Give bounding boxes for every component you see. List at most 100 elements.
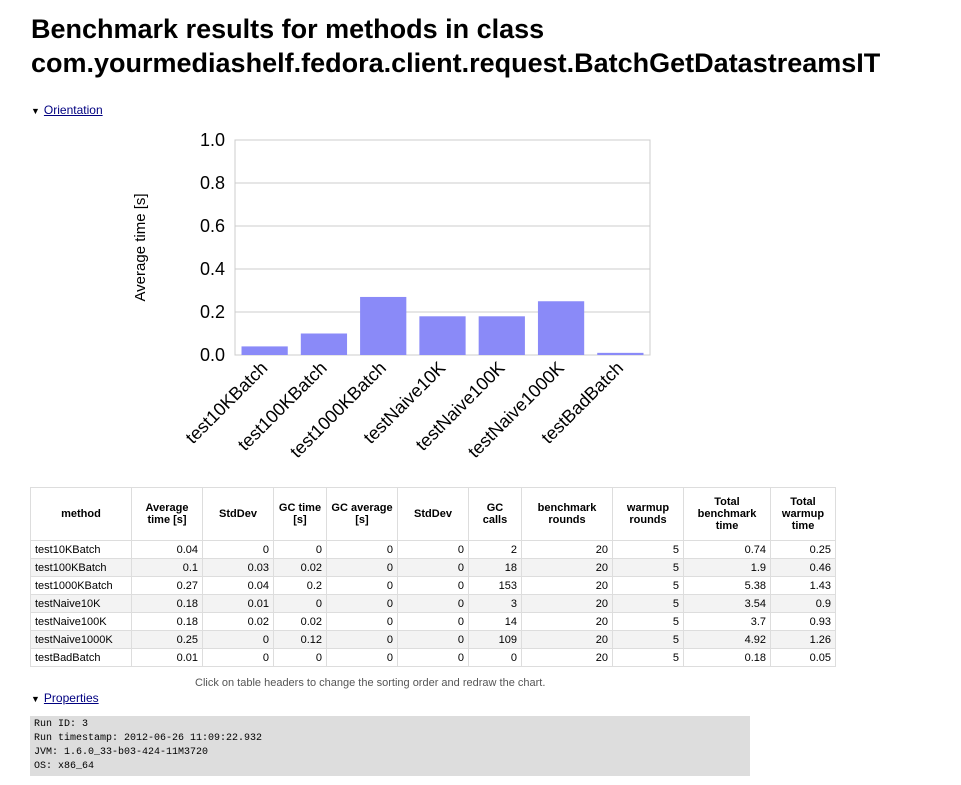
properties-link[interactable]: Properties [43,691,99,705]
value-cell: 0 [326,594,398,613]
value-cell: 0 [202,630,274,649]
value-cell: 5 [612,594,684,613]
value-cell: 153 [468,576,522,595]
value-cell: 0 [202,648,274,667]
column-header[interactable]: benchmark rounds [521,487,613,541]
value-cell: 0.18 [131,612,203,631]
table-row: testNaive1000K 0.25 0 0.12 0 0 109 20 5 4.92 1.26 [30,630,836,649]
bar [300,333,348,355]
property-line: JVM: 1.6.0_33-b03-424-11M3720 [34,747,209,758]
table-row: testNaive100K 0.18 0.02 0.02 0 0 14 20 5 3.7 0.93 [30,612,836,631]
value-cell: 5 [612,612,684,631]
value-cell: 5 [612,576,684,595]
column-header[interactable]: method [30,487,132,541]
value-cell: 20 [521,594,613,613]
value-cell: 0.18 [131,594,203,613]
method-cell: testNaive100K [30,612,132,631]
value-cell: 0.25 [131,630,203,649]
value-cell: 3 [468,594,522,613]
value-cell: 0.04 [202,576,274,595]
bar [597,352,644,355]
value-cell: 20 [521,558,613,577]
method-cell: testBadBatch [30,648,132,667]
value-cell: 3.54 [683,594,771,613]
table-row: test1000KBatch 0.27 0.04 0.2 0 0 153 20 5 5.38 1.4… [30,576,836,595]
column-header[interactable]: GC calls [468,487,522,541]
value-cell: 1.26 [770,630,836,649]
value-cell: 0.02 [202,612,274,631]
property-line: OS: x86_64 [34,761,95,772]
value-cell: 0.18 [683,648,771,667]
value-cell: 14 [468,612,522,631]
value-cell: 0 [326,558,398,577]
value-cell: 0.02 [273,558,327,577]
y-axis-label: Average time [s] [132,193,149,301]
column-header[interactable]: Total warmup time [770,487,836,541]
value-cell: 20 [521,612,613,631]
value-cell: 0.74 [683,540,771,559]
bar [478,316,525,355]
value-cell: 0 [273,594,327,613]
column-header[interactable]: StdDev [397,487,469,541]
value-cell: 0.1 [131,558,203,577]
table-row: testNaive10K 0.18 0.01 0 0 0 3 20 5 3.54 0.9 [30,594,836,613]
value-cell: 0 [397,612,469,631]
value-cell: 0 [326,648,398,667]
value-cell: 0.2 [273,576,327,595]
value-cell: 0.02 [273,612,327,631]
value-cell: 0 [397,540,469,559]
value-cell: 5 [612,558,684,577]
value-cell: 0.03 [202,558,274,577]
results-table: method Average time [s] StdDev GC time [s] G… [30,487,836,667]
value-cell: 5 [612,630,684,649]
method-cell: testNaive1000K [30,630,132,649]
bar [419,316,466,355]
value-cell: 0 [202,540,274,559]
sort-hint: Click on table headers to change the sor… [195,677,546,689]
value-cell: 3.7 [683,612,771,631]
value-cell: 20 [521,540,613,559]
column-header[interactable]: GC time [s] [273,487,327,541]
y-tick-label: 0.2 [200,302,225,322]
value-cell: 0 [468,648,522,667]
value-cell: 0 [273,648,327,667]
value-cell: 0.25 [770,540,836,559]
value-cell: 0 [326,540,398,559]
page-title-line-1: Benchmark results for methods in class [31,14,545,44]
value-cell: 0 [326,630,398,649]
value-cell: 0.46 [770,558,836,577]
table-row: test10KBatch 0.04 0 0 0 0 2 20 5 0.74 0.25 [30,540,836,559]
page-title: Benchmark results for methods in class c… [31,12,956,80]
value-cell: 1.9 [683,558,771,577]
y-tick-label: 0.0 [200,345,225,365]
column-header[interactable]: GC average [s] [326,487,398,541]
properties-block: Run ID: 3 Run timestamp: 2012-06-26 11:0… [30,716,750,776]
table-header-row: method Average time [s] StdDev GC time [s] G… [30,487,836,541]
bar [537,301,585,355]
table-body: test10KBatch 0.04 0 0 0 0 2 20 5 0.74 0.25 test100K… [30,540,836,667]
properties-toggle[interactable]: ▼ Properties [31,691,99,705]
collapse-triangle-icon: ▼ [31,106,40,116]
collapse-triangle-icon: ▼ [31,694,40,704]
value-cell: 4.92 [683,630,771,649]
value-cell: 0.05 [770,648,836,667]
column-header[interactable]: warmup rounds [612,487,684,541]
value-cell: 0 [397,648,469,667]
column-header[interactable]: StdDev [202,487,274,541]
method-cell: testNaive10K [30,594,132,613]
column-header[interactable]: Total benchmark time [683,487,771,541]
orientation-link[interactable]: Orientation [43,103,103,117]
value-cell: 0 [326,576,398,595]
y-tick-label: 0.4 [200,259,225,279]
column-header[interactable]: Average time [s] [131,487,203,541]
value-cell: 20 [521,648,613,667]
property-line: Run timestamp: 2012-06-26 11:09:22.932 [34,733,263,744]
value-cell: 0.01 [131,648,203,667]
value-cell: 0 [397,594,469,613]
orientation-toggle[interactable]: ▼ Orientation [31,103,103,117]
y-tick-label: 0.6 [200,216,225,236]
table-row: testBadBatch 0.01 0 0 0 0 0 20 5 0.18 0.05 [30,648,836,667]
y-tick-label: 0.8 [200,173,225,193]
value-cell: 0 [397,558,469,577]
